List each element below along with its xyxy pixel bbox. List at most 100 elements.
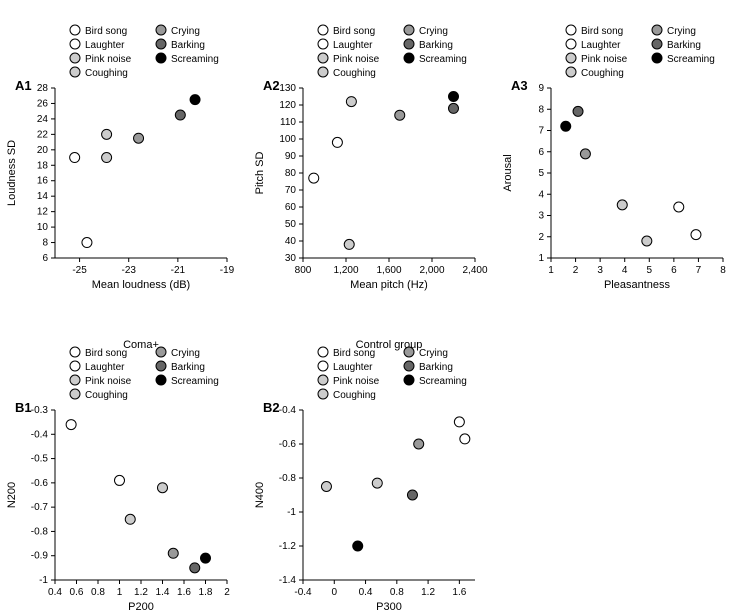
legend-label-crying: Crying (419, 348, 448, 359)
legend-marker-pink_noise (70, 53, 80, 63)
legend-marker-barking (156, 361, 166, 371)
legend-marker-screaming (156, 375, 166, 385)
legend-label-coughing: Coughing (85, 68, 128, 79)
x-tick-label: 1.6 (177, 587, 191, 598)
x-tick-label: 800 (295, 265, 312, 276)
point-barking (190, 563, 200, 573)
x-tick-label: 2 (224, 587, 230, 598)
legend-label-barking: Barking (171, 362, 205, 373)
x-tick-label: 0 (331, 587, 337, 598)
y-tick-label: 2 (538, 232, 544, 243)
legend-label-barking: Barking (419, 40, 453, 51)
legend-marker-crying (404, 25, 414, 35)
x-tick-label: 1.8 (199, 587, 213, 598)
legend-label-laughter: Laughter (85, 40, 125, 51)
legend-label-screaming: Screaming (171, 54, 219, 65)
x-tick-label: 1,200 (333, 265, 358, 276)
y-tick-label: 80 (285, 168, 297, 179)
legend-marker-barking (156, 39, 166, 49)
point-pink_noise (321, 482, 331, 492)
y-tick-label: 6 (42, 253, 48, 264)
legend-label-coughing: Coughing (85, 390, 128, 401)
x-tick-label: 1.6 (452, 587, 466, 598)
y-tick-label: -0.8 (31, 526, 49, 537)
y-tick-label: 110 (280, 117, 296, 128)
point-screaming (561, 121, 571, 131)
point-coughing (372, 478, 382, 488)
y-tick-label: 50 (285, 219, 297, 230)
panel-title-B1: B1 (15, 400, 32, 415)
x-tick-label: -21 (171, 265, 186, 276)
x-tick-label: 5 (647, 265, 653, 276)
y-tick-label: 10 (37, 222, 49, 233)
y-tick-label: -0.5 (31, 454, 49, 465)
point-crying (580, 149, 590, 159)
point-screaming (353, 541, 363, 551)
legend-label-screaming: Screaming (667, 54, 715, 65)
legend-marker-laughter (318, 39, 328, 49)
legend-marker-crying (404, 347, 414, 357)
legend-label-pink_noise: Pink noise (85, 54, 132, 65)
legend-marker-crying (652, 25, 662, 35)
y-tick-label: 70 (285, 185, 297, 196)
point-screaming (449, 92, 459, 102)
legend-label-crying: Crying (171, 348, 200, 359)
y-tick-label: 1 (538, 253, 544, 264)
legend-marker-barking (404, 361, 414, 371)
x-axis-label-A1: Mean loudness (dB) (92, 279, 190, 291)
legend-marker-bird_song (318, 25, 328, 35)
legend-label-crying: Crying (667, 26, 696, 37)
legend-label-laughter: Laughter (333, 362, 373, 373)
x-axis-label-B1: P200 (128, 601, 154, 613)
legend-marker-coughing (566, 67, 576, 77)
x-tick-label: 0.4 (48, 587, 62, 598)
y-axis-label-B2: N400 (254, 482, 266, 508)
x-tick-label: 1.4 (156, 587, 170, 598)
y-tick-label: -0.6 (279, 439, 297, 450)
legend-marker-screaming (404, 53, 414, 63)
panel-title-A3: A3 (511, 78, 528, 93)
point-crying (395, 110, 405, 120)
point-crying (134, 133, 144, 143)
x-tick-label: 1,600 (376, 265, 401, 276)
point-bird_song (691, 230, 701, 240)
y-tick-label: 5 (538, 168, 544, 179)
y-tick-label: 16 (37, 176, 49, 187)
point-laughter (115, 475, 125, 485)
legend-marker-coughing (70, 389, 80, 399)
point-screaming (190, 95, 200, 105)
figure-svg: A1Bird songLaughterPink noiseCoughingCry… (0, 0, 755, 613)
panel-title-B2: B2 (263, 400, 280, 415)
x-tick-label: 0.8 (91, 587, 105, 598)
y-tick-label: -0.4 (279, 405, 297, 416)
legend-marker-coughing (318, 389, 328, 399)
y-tick-label: -1.4 (279, 575, 297, 586)
x-tick-label: 1 (548, 265, 554, 276)
y-axis-label-A3: Arousal (502, 154, 514, 191)
point-barking (449, 103, 459, 113)
x-axis-label-A3: Pleasantness (604, 279, 671, 291)
point-laughter (674, 202, 684, 212)
y-tick-label: 26 (37, 98, 49, 109)
legend-marker-pink_noise (566, 53, 576, 63)
legend-marker-laughter (70, 39, 80, 49)
legend-marker-bird_song (566, 25, 576, 35)
point-laughter (460, 434, 470, 444)
y-tick-label: 9 (538, 83, 544, 94)
y-tick-label: -1 (39, 575, 48, 586)
legend-label-coughing: Coughing (333, 390, 376, 401)
legend-label-laughter: Laughter (581, 40, 621, 51)
x-tick-label: 0.8 (390, 587, 404, 598)
y-tick-label: 120 (279, 100, 296, 111)
x-tick-label: 0.6 (70, 587, 84, 598)
x-tick-label: -0.4 (294, 587, 312, 598)
y-tick-label: 6 (538, 147, 544, 158)
point-crying (168, 548, 178, 558)
x-tick-label: 1.2 (134, 587, 148, 598)
y-tick-label: 90 (285, 151, 297, 162)
y-tick-label: 14 (37, 191, 49, 202)
legend-marker-screaming (404, 375, 414, 385)
y-axis-label-A2: Pitch SD (254, 152, 266, 195)
legend-label-bird_song: Bird song (85, 348, 127, 359)
x-tick-label: 2 (573, 265, 579, 276)
